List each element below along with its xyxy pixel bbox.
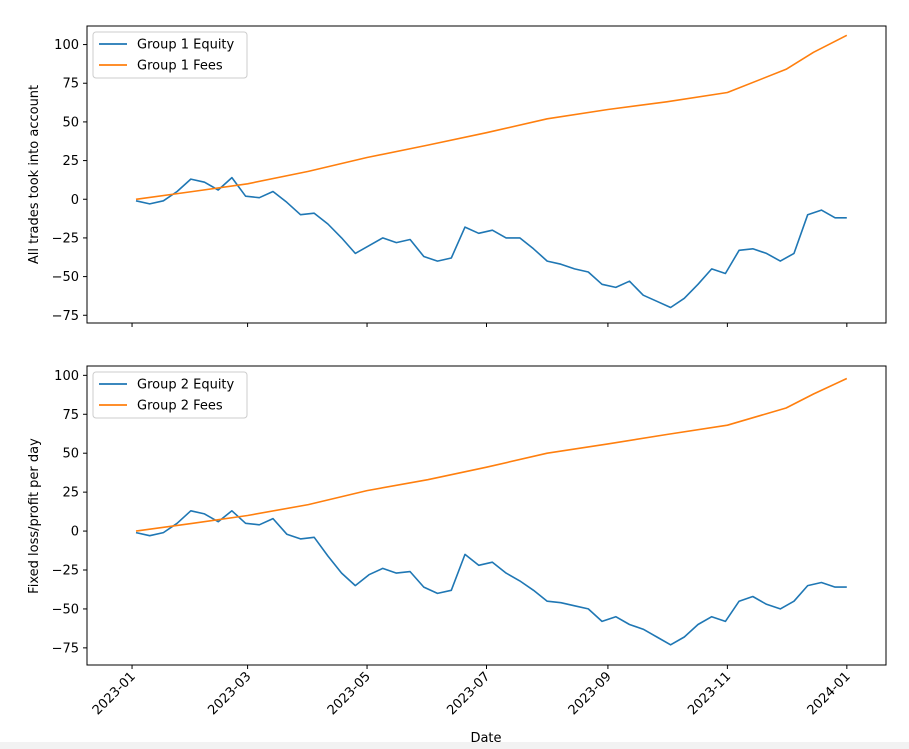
x-axis-label: Date xyxy=(470,731,501,742)
y-axis-bottom: 100 75 50 25 0 −25 −50 −75 xyxy=(52,369,87,656)
y-tick-label: 0 xyxy=(71,193,79,208)
legend-bottom: Group 2 Equity Group 2 Fees xyxy=(92,371,248,419)
y-tick-label: −75 xyxy=(52,309,79,324)
y-axis-top: 100 75 50 25 0 −25 −50 −75 xyxy=(52,38,87,324)
y-tick-label: −50 xyxy=(52,270,79,285)
series-line-equity xyxy=(135,176,847,309)
y-tick-label: −25 xyxy=(52,231,79,246)
x-axis-top xyxy=(131,323,848,327)
y-tick-label: 50 xyxy=(62,447,79,462)
y-tick-label: 100 xyxy=(54,369,79,384)
y-tick-label: −50 xyxy=(52,602,79,617)
y-tick-label: 100 xyxy=(54,38,79,53)
legend-label: Group 1 Fees xyxy=(137,59,223,74)
series-top xyxy=(135,34,848,309)
series-line-equity xyxy=(135,509,847,646)
chart-top: 100 75 50 25 0 −25 −50 −75 All trades took into… xyxy=(27,25,887,327)
y-axis-label-bottom: Fixed loss/profit per day xyxy=(27,438,42,594)
y-tick-label: 25 xyxy=(62,154,79,169)
y-tick-label: −75 xyxy=(52,641,79,656)
legend-label: Group 1 Equity xyxy=(137,38,235,53)
y-tick-label: 0 xyxy=(71,525,79,540)
legend-label: Group 2 Equity xyxy=(137,378,235,393)
series-line-fees xyxy=(135,377,848,532)
legend-box xyxy=(92,371,248,419)
y-tick-label: 25 xyxy=(62,486,79,501)
legend-top: Group 1 Equity Group 1 Fees xyxy=(92,31,248,79)
legend-box xyxy=(92,31,248,79)
y-tick-label: 50 xyxy=(62,115,79,130)
series-line-fees xyxy=(135,34,848,201)
y-tick-label: 75 xyxy=(62,77,79,92)
window-bottom-strip xyxy=(0,742,909,749)
y-tick-label: 75 xyxy=(62,408,79,423)
y-tick-label: −25 xyxy=(52,564,79,579)
legend-label: Group 2 Fees xyxy=(137,399,223,414)
series-bottom xyxy=(135,377,848,646)
y-axis-label-top: All trades took into account xyxy=(27,85,42,264)
